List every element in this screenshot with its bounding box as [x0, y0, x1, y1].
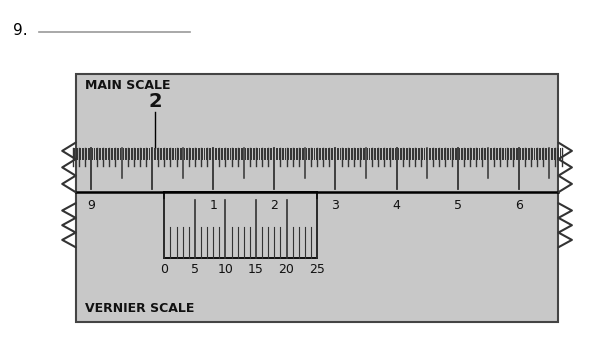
- Text: 10: 10: [217, 263, 233, 276]
- Text: 15: 15: [248, 263, 264, 276]
- Text: 0: 0: [160, 263, 169, 276]
- Text: 1: 1: [209, 199, 217, 212]
- Text: 9: 9: [87, 199, 95, 212]
- Text: 9.: 9.: [13, 23, 28, 38]
- Text: 2: 2: [149, 92, 162, 111]
- Text: 4: 4: [393, 199, 400, 212]
- Text: 2: 2: [271, 199, 278, 212]
- Text: 5: 5: [191, 263, 199, 276]
- Text: 20: 20: [278, 263, 294, 276]
- Text: 5: 5: [454, 199, 461, 212]
- Text: VERNIER SCALE: VERNIER SCALE: [85, 302, 194, 315]
- Text: 3: 3: [332, 199, 339, 212]
- Text: 6: 6: [515, 199, 522, 212]
- Text: MAIN SCALE: MAIN SCALE: [85, 79, 170, 92]
- Text: 25: 25: [309, 263, 325, 276]
